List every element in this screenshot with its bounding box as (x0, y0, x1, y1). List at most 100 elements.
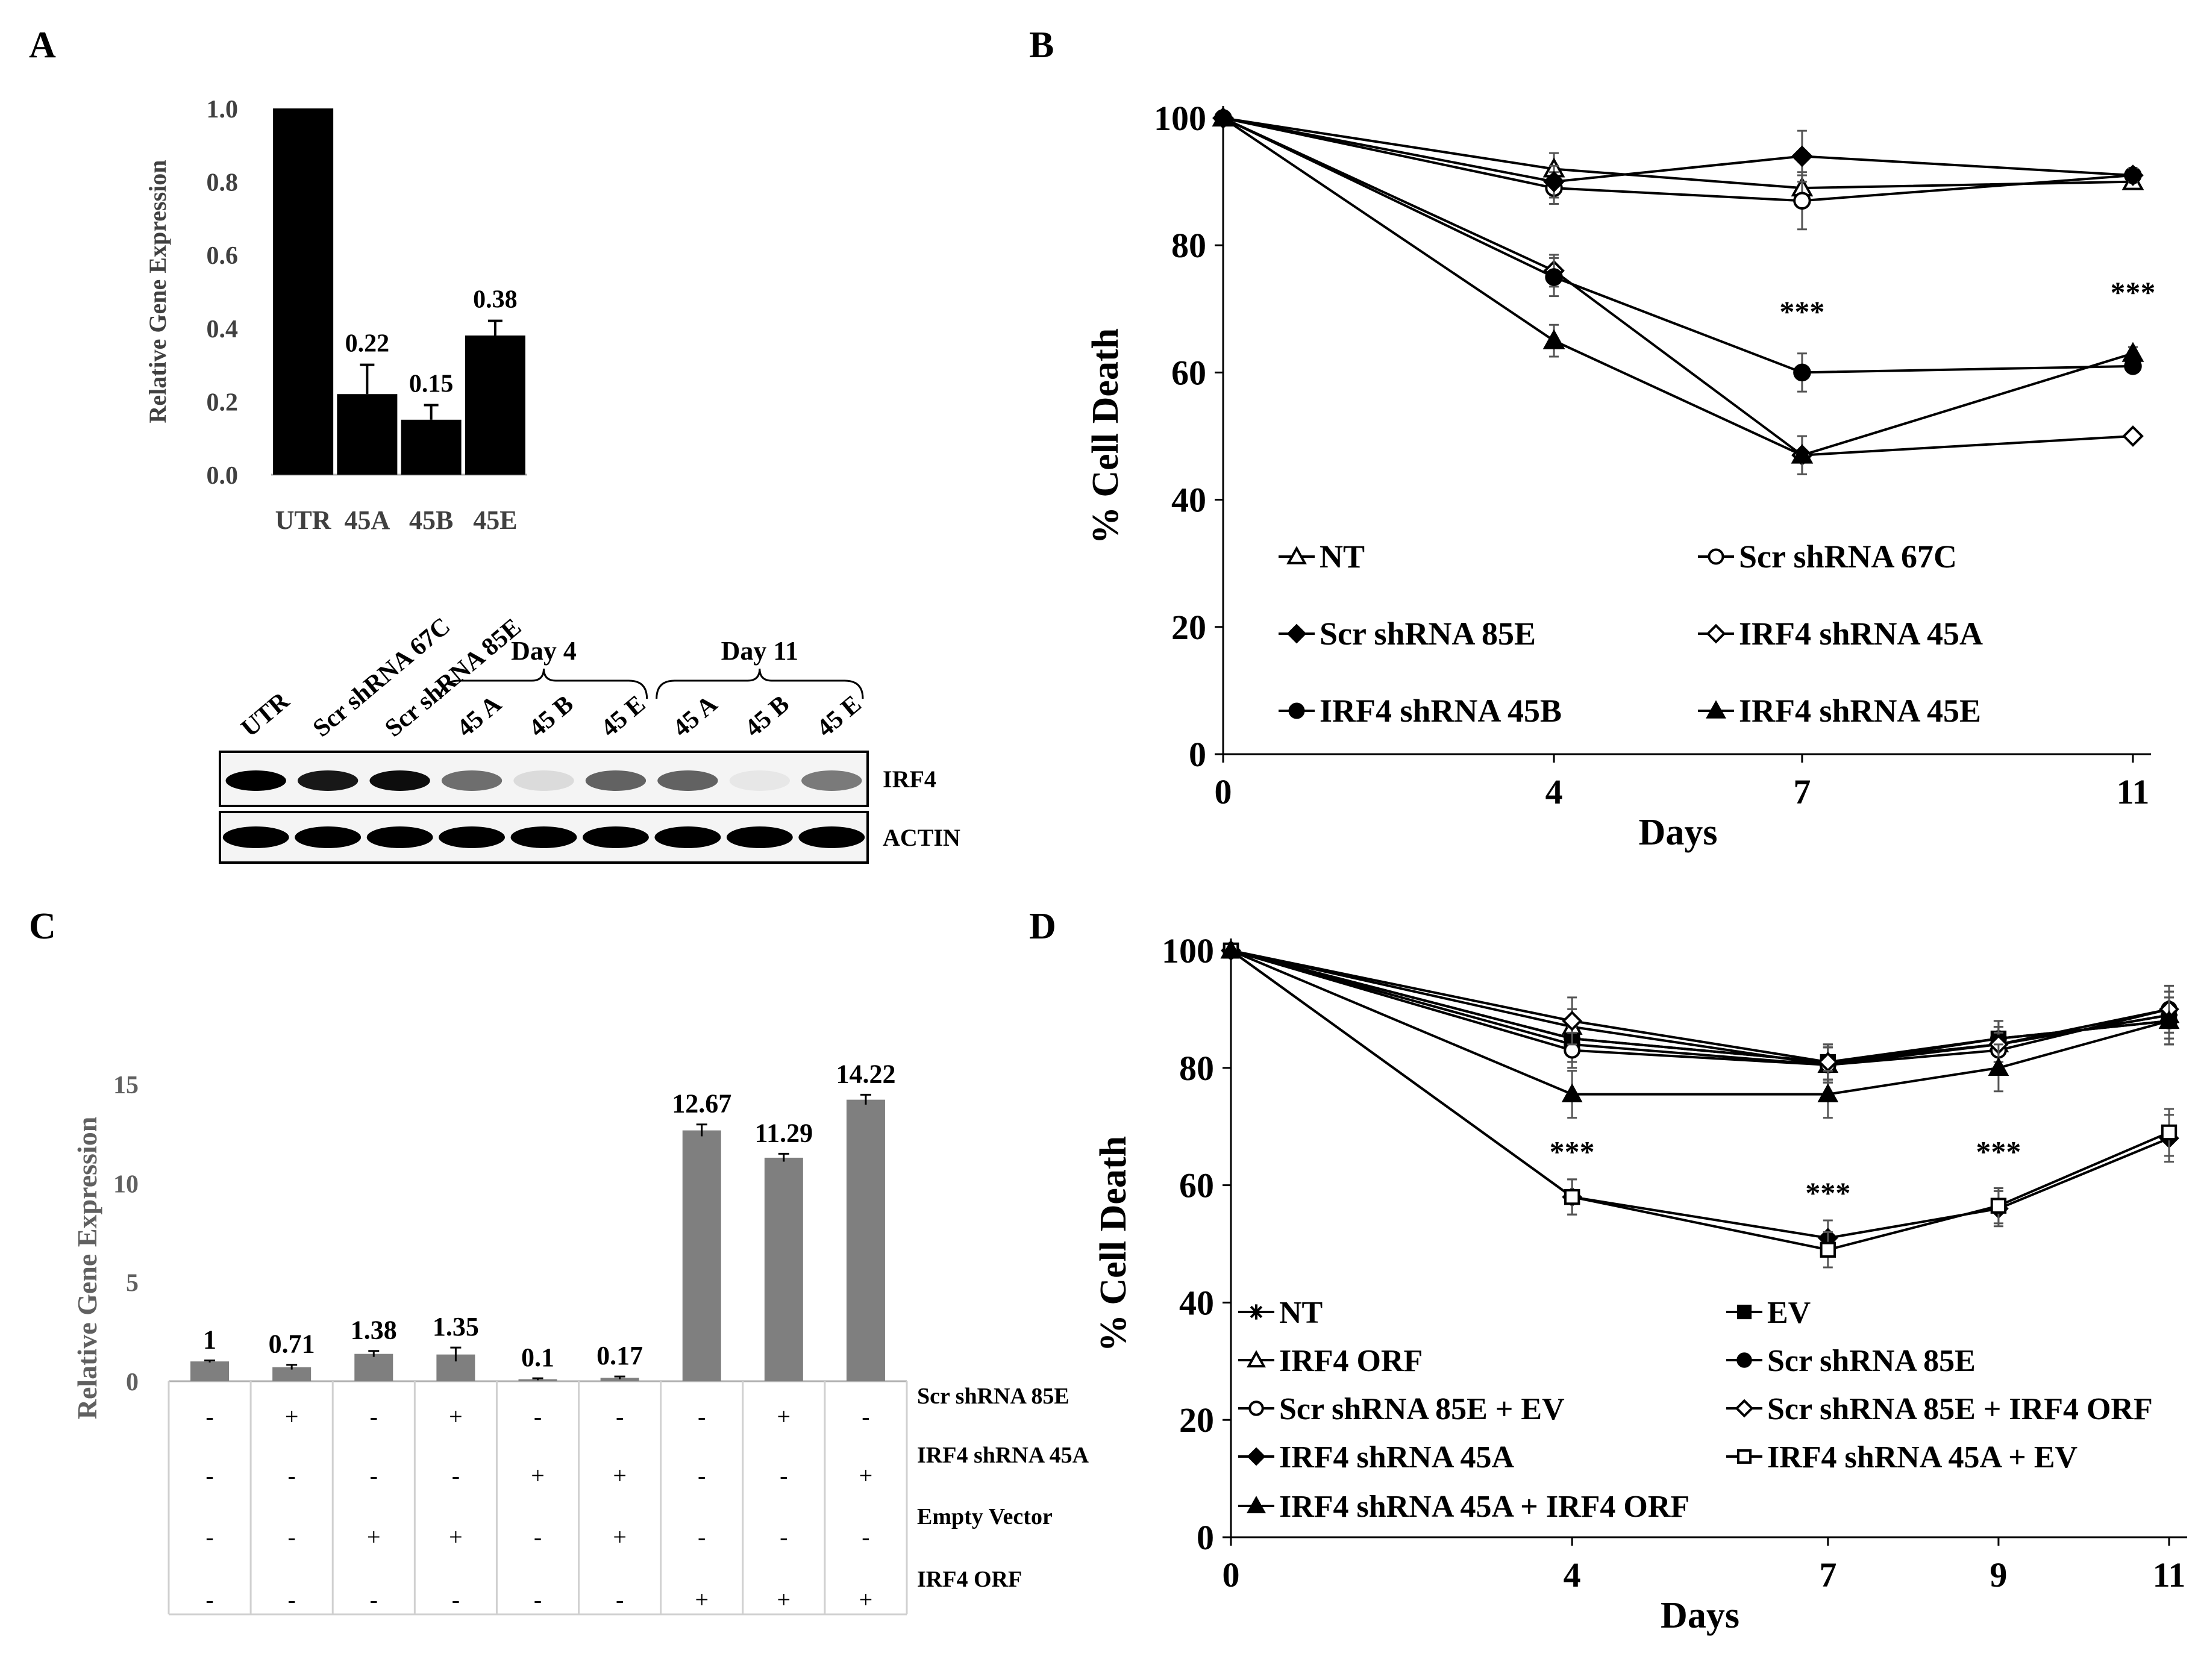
condition-cell: + (859, 1586, 873, 1613)
data-label: 0.1 (521, 1343, 554, 1372)
y-tick-label: 20 (1179, 1401, 1214, 1440)
panel-letter-c: C (29, 906, 56, 947)
data-point (1820, 1241, 1836, 1258)
blot-row-label: IRF4 (883, 766, 936, 793)
series-line (1230, 949, 2170, 1251)
y-tick-label: 0.8 (207, 169, 239, 197)
series-line (1230, 949, 2170, 1066)
data-point (1212, 106, 1235, 126)
blot-lane-label: UTR (236, 687, 295, 743)
condition-label: Scr shRNA 85E (917, 1384, 1069, 1409)
blot-band-irf4 (585, 770, 647, 791)
blot-band-irf4 (657, 770, 718, 791)
series-line (1223, 117, 2134, 190)
condition-cell: + (285, 1403, 299, 1430)
bar (764, 1157, 803, 1381)
data-point (1545, 268, 1563, 286)
bar (682, 1130, 721, 1381)
y-tick-label: 10 (113, 1170, 139, 1198)
legend-marker (1247, 1350, 1266, 1368)
condition-cell: - (288, 1462, 296, 1489)
series-line (1230, 949, 2170, 1066)
y-tick-label: 0 (126, 1369, 139, 1396)
y-tick-label: 40 (1179, 1283, 1214, 1322)
y-tick-label: 100 (1154, 99, 1206, 138)
y-tick-label: 60 (1179, 1166, 1214, 1205)
blot-band-actin (295, 826, 362, 848)
legend-label: IRF4 shRNA 45E (1739, 693, 1981, 729)
legend-label: Scr shRNA 67C (1739, 539, 1957, 575)
panel-b-line-chart: 0 20 40 60 80 100 0 4 7 11 Days % Cell Death *** *** N… (1085, 99, 2156, 853)
significance-label: *** (1779, 295, 1824, 328)
legend-marker (1736, 1304, 1752, 1320)
data-point (1988, 1057, 2009, 1076)
data-label: 14.22 (836, 1059, 895, 1088)
legend-label: IRF4 shRNA 45B (1320, 693, 1562, 729)
legend-marker (1735, 1399, 1754, 1418)
condition-cell: - (370, 1403, 378, 1430)
legend-label: NT (1279, 1296, 1323, 1330)
y-tick-label: 0.0 (207, 462, 239, 490)
legend-marker (1286, 623, 1307, 644)
series-line (1223, 117, 2134, 202)
y-tick-label: 100 (1162, 931, 1214, 970)
x-tick-label: 11 (2153, 1555, 2186, 1594)
data-label: 12.67 (672, 1089, 731, 1119)
legend-marker (1247, 1447, 1266, 1466)
condition-cell: - (370, 1586, 378, 1613)
x-tick-label: 45B (409, 505, 453, 535)
legend-label: IRF4 ORF (1279, 1344, 1423, 1378)
condition-cell: - (370, 1462, 378, 1489)
condition-cell: - (616, 1403, 624, 1430)
data-point (1561, 1083, 1583, 1102)
x-tick-label: 4 (1545, 772, 1563, 811)
blot-lane-label: 45 E (812, 690, 866, 743)
data-point (1543, 170, 1565, 193)
data-point (1793, 192, 1811, 210)
condition-cell: - (452, 1462, 460, 1489)
blot-band-actin (583, 826, 649, 848)
y-tick-label: 80 (1179, 1049, 1214, 1088)
group-bracket (656, 668, 864, 699)
blot-lane-label: 45 A (452, 690, 507, 742)
condition-cell: + (695, 1586, 709, 1613)
x-tick-label: 7 (1793, 772, 1811, 811)
data-point (1562, 1011, 1583, 1031)
condition-cell: - (780, 1462, 787, 1489)
legend-label: NT (1320, 539, 1365, 575)
panel-letter-d: D (1029, 906, 1056, 947)
legend-marker (1247, 1496, 1266, 1514)
condition-cell: + (859, 1462, 873, 1489)
data-label: 1.38 (351, 1316, 397, 1345)
condition-label: Empty Vector (917, 1504, 1053, 1529)
x-tick-label: 0 (1223, 1555, 1240, 1594)
data-label: 0.71 (269, 1329, 315, 1359)
blot-band-irf4 (298, 770, 359, 791)
x-tick-label: 7 (1819, 1555, 1836, 1594)
significance-label: *** (1805, 1176, 1850, 1210)
data-label: 1.35 (433, 1312, 479, 1341)
blot-strip-IRF4 (219, 751, 869, 807)
condition-cell: - (534, 1403, 542, 1430)
data-point (1990, 1198, 2007, 1214)
blot-band-irf4 (801, 770, 862, 791)
group-label: Day 4 (511, 636, 577, 666)
legend-label: IRF4 shRNA 45A (1739, 616, 1983, 652)
condition-cell: - (452, 1586, 460, 1613)
x-axis-title: Days (1639, 812, 1718, 853)
significance-label: *** (2111, 275, 2156, 309)
blot-band-irf4 (225, 770, 286, 791)
y-axis-title: Relative Gene Expression (144, 160, 171, 423)
panel-letter-b: B (1029, 25, 1054, 66)
y-tick-label: 1.0 (207, 96, 239, 123)
data-label: 11.29 (755, 1118, 813, 1148)
legend-label: Scr shRNA 85E (1320, 616, 1536, 652)
blot-band-actin (222, 826, 289, 848)
condition-cell: - (862, 1523, 869, 1550)
condition-cell: - (205, 1462, 213, 1489)
data-point (2122, 425, 2144, 447)
bar-UTR (273, 108, 334, 475)
blot-band-irf4 (369, 770, 430, 791)
y-tick-label: 20 (1171, 608, 1206, 647)
